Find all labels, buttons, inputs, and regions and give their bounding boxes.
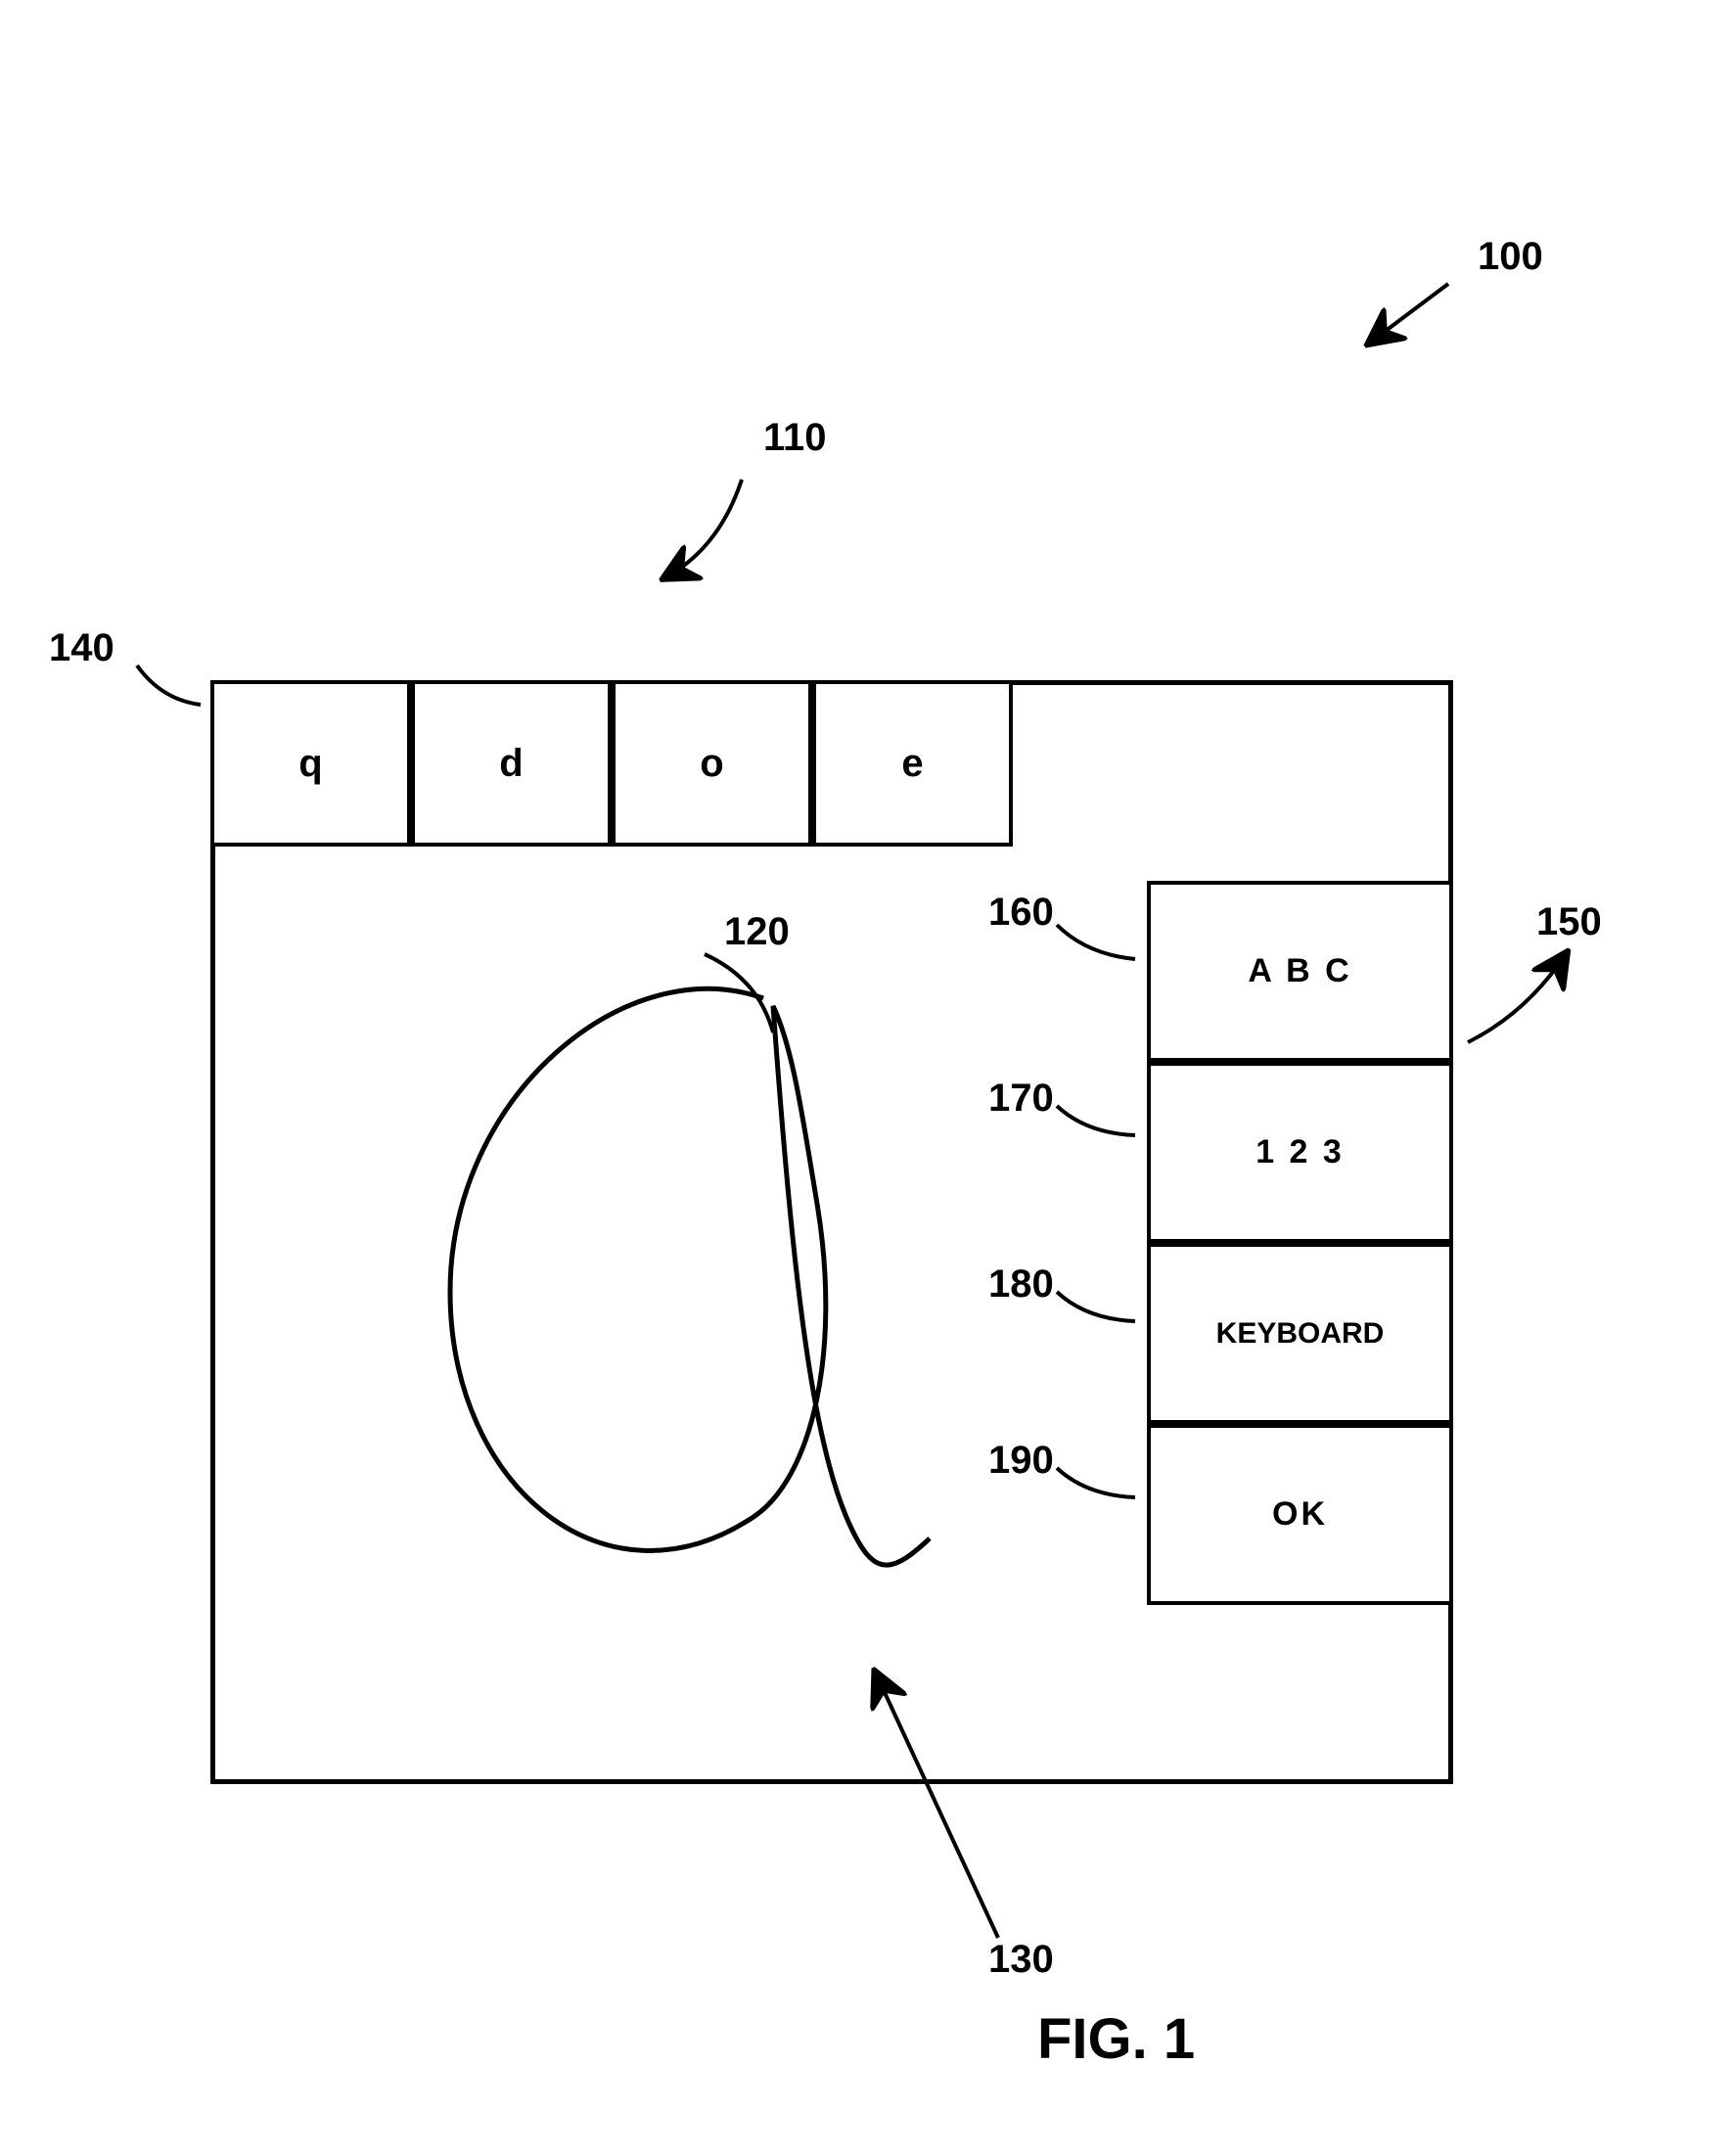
figure-title: FIG. 1 <box>1037 2006 1195 2072</box>
reference-leaders <box>0 0 1735 2156</box>
ref-150: 150 <box>1536 900 1602 944</box>
ref-170: 170 <box>988 1077 1054 1121</box>
ref-180: 180 <box>988 1262 1054 1307</box>
ref-160: 160 <box>988 891 1054 935</box>
figure-canvas: q d o e A B C 1 2 3 KEYBOARD OK 100 110 … <box>0 0 1735 2156</box>
ref-100: 100 <box>1478 235 1543 279</box>
ref-130: 130 <box>988 1938 1054 1982</box>
ref-110: 110 <box>763 416 827 460</box>
ref-140: 140 <box>49 626 114 670</box>
ref-120: 120 <box>724 910 790 954</box>
ref-190: 190 <box>988 1439 1054 1483</box>
